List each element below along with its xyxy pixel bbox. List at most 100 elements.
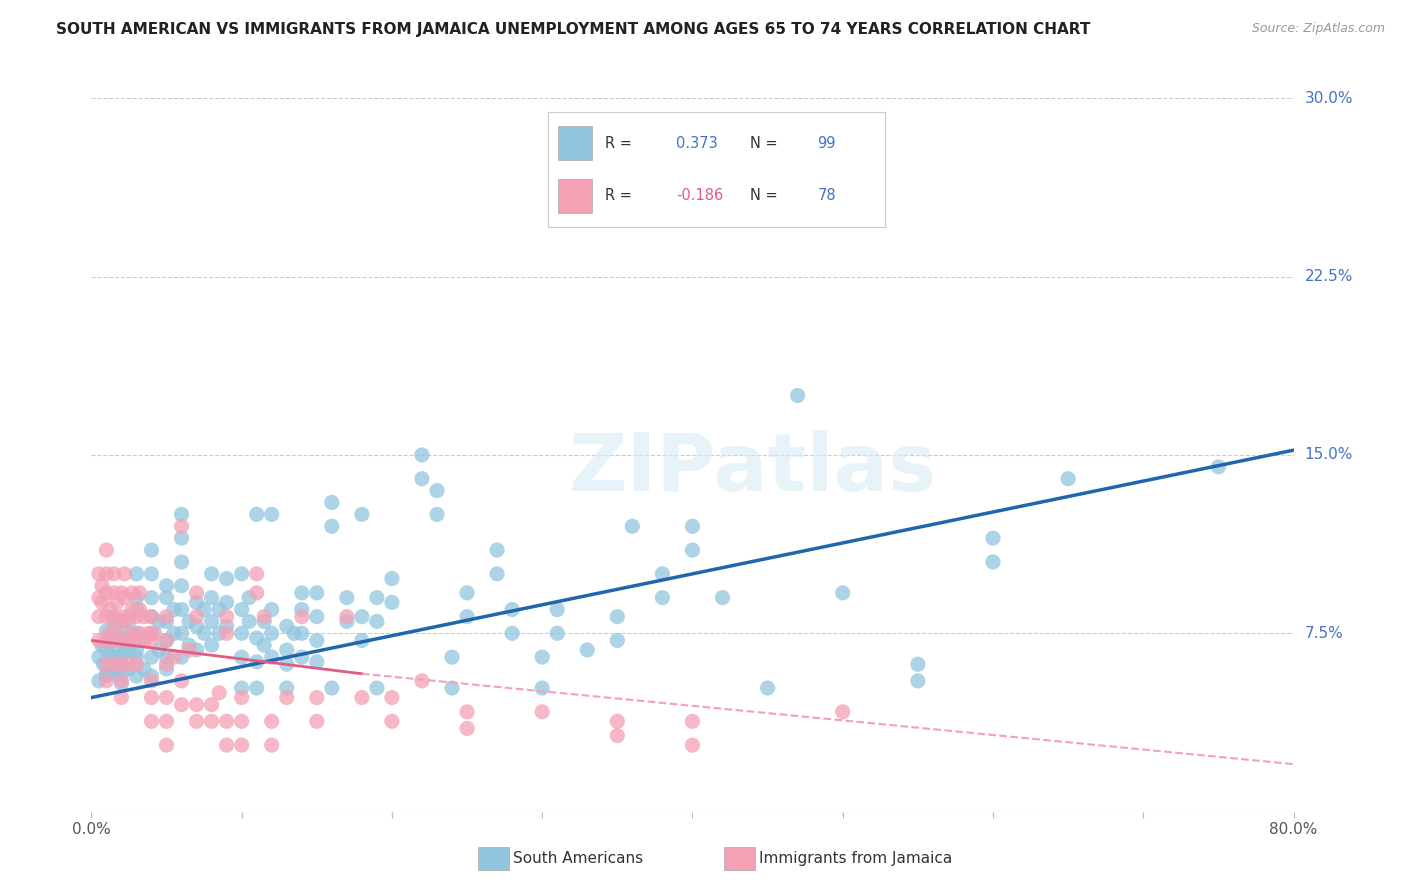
Point [231,626,253,640]
Point [201,638,224,652]
Point [132,609,155,624]
Point [87,633,110,648]
Point [155,633,177,648]
Point [350,508,373,522]
Point [155,633,177,648]
Point [96,624,118,638]
Point [121,626,143,640]
Point [321,681,343,695]
Point [121,586,143,600]
Point [253,615,276,629]
Point [576,643,599,657]
Point [132,633,155,648]
Point [681,714,703,729]
Point [90,579,112,593]
Point [96,633,118,648]
Point [456,705,478,719]
Text: 7.5%: 7.5% [1305,626,1343,640]
Point [141,633,163,648]
Text: Source: ZipAtlas.com: Source: ZipAtlas.com [1251,22,1385,36]
Point [110,676,132,690]
Point [132,633,155,648]
Point [208,602,231,616]
Point [381,572,404,586]
Point [411,472,433,486]
Text: 0.373: 0.373 [676,136,718,151]
Point [681,543,703,558]
Point [186,643,208,657]
Point [231,690,253,705]
Point [260,626,283,640]
Point [411,448,433,462]
Point [87,591,110,605]
Point [98,602,121,616]
Point [177,615,200,629]
Point [125,591,148,605]
Text: ZIPatlas: ZIPatlas [568,430,936,508]
Point [104,650,127,665]
Point [125,566,148,581]
Point [186,595,208,609]
Point [118,662,141,676]
Point [336,615,359,629]
Point [155,650,177,665]
Text: 22.5%: 22.5% [1305,269,1353,284]
Point [128,602,150,616]
Point [981,555,1004,569]
Point [118,633,141,648]
Point [110,673,132,688]
Point [486,543,509,558]
Point [276,657,298,672]
Point [186,619,208,633]
Point [276,681,298,695]
Point [426,508,449,522]
Point [125,669,148,683]
Point [381,714,404,729]
Point [125,650,148,665]
Point [276,643,298,657]
Point [260,714,283,729]
Point [115,643,138,657]
Point [170,650,193,665]
Point [253,609,276,624]
Point [606,609,628,624]
Point [170,555,193,569]
Point [110,648,132,662]
Point [193,602,215,616]
Point [125,633,148,648]
Text: 99: 99 [817,136,837,151]
Point [426,483,449,498]
Point [148,615,170,629]
Point [114,626,136,640]
Point [305,586,328,600]
Point [831,705,853,719]
Point [170,626,193,640]
Point [141,609,163,624]
Point [381,690,404,705]
Point [260,602,283,616]
Point [141,609,163,624]
Point [170,531,193,545]
Text: -0.186: -0.186 [676,188,723,203]
Point [148,643,170,657]
Point [125,602,148,616]
Point [231,602,253,616]
Point [90,595,112,609]
Point [128,586,150,600]
Point [246,586,269,600]
Point [208,686,231,700]
Point [96,666,118,681]
Point [155,609,177,624]
Point [103,638,125,652]
Point [96,673,118,688]
Point [90,638,112,652]
Point [87,650,110,665]
Point [193,626,215,640]
Text: SOUTH AMERICAN VS IMMIGRANTS FROM JAMAICA UNEMPLOYMENT AMONG AGES 65 TO 74 YEARS: SOUTH AMERICAN VS IMMIGRANTS FROM JAMAIC… [56,22,1091,37]
Point [231,566,253,581]
Point [231,738,253,752]
Point [246,655,269,669]
FancyBboxPatch shape [558,178,592,213]
Point [336,591,359,605]
Point [103,633,125,648]
